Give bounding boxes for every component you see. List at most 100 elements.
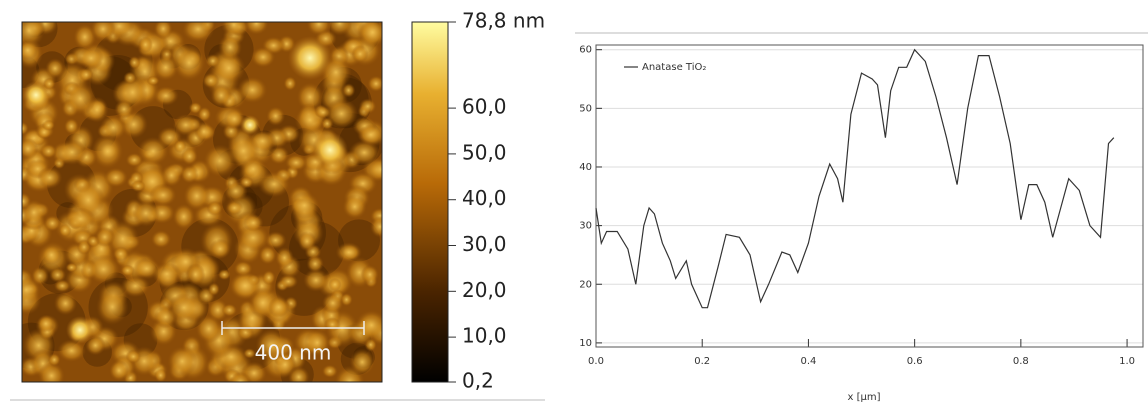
x-tick-label: 0.4 <box>800 356 816 367</box>
afm-grain <box>138 36 153 53</box>
afm-grain <box>146 75 160 86</box>
afm-grain <box>349 348 375 376</box>
x-tick-label: 0.6 <box>907 356 923 367</box>
afm-peak <box>240 115 260 135</box>
afm-grain <box>287 366 310 382</box>
afm-grain <box>324 98 358 129</box>
afm-grain <box>223 108 245 130</box>
afm-grain <box>195 314 223 344</box>
afm-grain <box>288 191 321 220</box>
afm-grain <box>243 348 256 359</box>
afm-grain <box>321 292 344 314</box>
afm-grain <box>303 268 329 292</box>
afm-peak <box>66 316 94 344</box>
afm-grain <box>22 40 39 61</box>
afm-grain <box>328 277 342 292</box>
afm-grain <box>250 46 276 68</box>
afm-grain <box>264 231 287 250</box>
afm-grain <box>125 349 141 364</box>
afm-grain <box>22 138 39 160</box>
afm-grain <box>56 139 88 166</box>
plot-frame <box>595 44 1144 348</box>
afm-grain <box>278 274 299 289</box>
colorbar-tick-label: 78,8 nm <box>462 9 545 33</box>
x-tick-label: 0.2 <box>694 356 710 367</box>
afm-grain <box>236 223 270 252</box>
afm-grain <box>342 194 368 220</box>
afm-grain <box>114 99 134 119</box>
afm-grain <box>180 164 199 184</box>
afm-grain <box>243 214 264 232</box>
colorbar-tick-label: 50,0 <box>462 140 507 164</box>
afm-grain <box>218 33 243 61</box>
afm-grain <box>167 293 201 322</box>
x-tick-label: 0.0 <box>588 356 604 367</box>
afm-grain <box>243 22 269 36</box>
afm-grain <box>106 220 140 258</box>
y-tick-label: 20 <box>579 279 592 290</box>
afm-grain <box>31 266 50 286</box>
afm-grain <box>326 22 353 36</box>
afm-grain <box>321 364 338 379</box>
afm-grain <box>149 183 177 207</box>
colorbar-tick-label: 20,0 <box>462 278 507 302</box>
colorbar-tick-label: 0,2 <box>462 369 494 393</box>
afm-grain <box>183 181 211 211</box>
afm-grain <box>207 282 220 296</box>
afm-grain <box>152 53 180 82</box>
afm-grain <box>37 361 66 382</box>
afm-grain <box>130 179 146 193</box>
afm-grain <box>335 242 363 263</box>
afm-grain <box>150 229 172 249</box>
afm-grain <box>217 268 231 281</box>
afm-grain <box>258 245 277 265</box>
afm-grain <box>49 267 67 283</box>
colorbar-tick-label: 10,0 <box>462 324 507 348</box>
afm-grain <box>314 105 332 119</box>
afm-grain <box>283 76 297 91</box>
x-tick-label: 0.8 <box>1013 356 1029 367</box>
afm-grain <box>348 139 380 166</box>
afm-grain <box>53 291 78 316</box>
scale-bar-label: 400 nm <box>255 341 332 365</box>
afm-grain <box>99 114 127 141</box>
afm-grain <box>275 247 294 269</box>
afm-grain <box>37 166 63 189</box>
afm-peak <box>312 132 348 168</box>
afm-grain <box>306 254 324 273</box>
afm-grain <box>306 22 332 36</box>
afm-grain <box>226 134 261 167</box>
legend-label: Anatase TiO₂ <box>642 62 706 73</box>
afm-grain <box>47 353 61 367</box>
afm-grain <box>370 215 382 238</box>
afm-grain <box>108 359 130 382</box>
afm-grain <box>185 263 206 286</box>
afm-grain <box>236 76 268 104</box>
afm-grain <box>210 83 232 107</box>
afm-grain <box>128 55 141 70</box>
x-axis-label: x [µm] <box>847 392 880 403</box>
afm-grain <box>41 119 56 131</box>
afm-grain <box>91 133 124 169</box>
colorbar <box>411 21 449 383</box>
y-tick-label: 10 <box>579 338 592 349</box>
afm-grain <box>154 368 168 382</box>
afm-grain <box>268 296 290 318</box>
y-tick-label: 50 <box>579 103 592 114</box>
afm-grain <box>223 180 248 202</box>
afm-grain <box>53 279 71 293</box>
afm-grain <box>22 199 47 226</box>
colorbar-tick-label: 60,0 <box>462 95 507 119</box>
afm-grain <box>358 124 382 146</box>
afm-grain <box>112 246 130 262</box>
afm-grain <box>64 82 96 116</box>
data-line <box>595 48 1115 309</box>
colorbar-tick-label: 40,0 <box>462 186 507 210</box>
afm-grain <box>255 328 288 362</box>
afm-grain <box>354 309 382 341</box>
afm-grain <box>323 317 341 332</box>
afm-grain <box>221 303 238 317</box>
afm-grain <box>221 22 247 37</box>
afm-grain <box>153 22 173 40</box>
